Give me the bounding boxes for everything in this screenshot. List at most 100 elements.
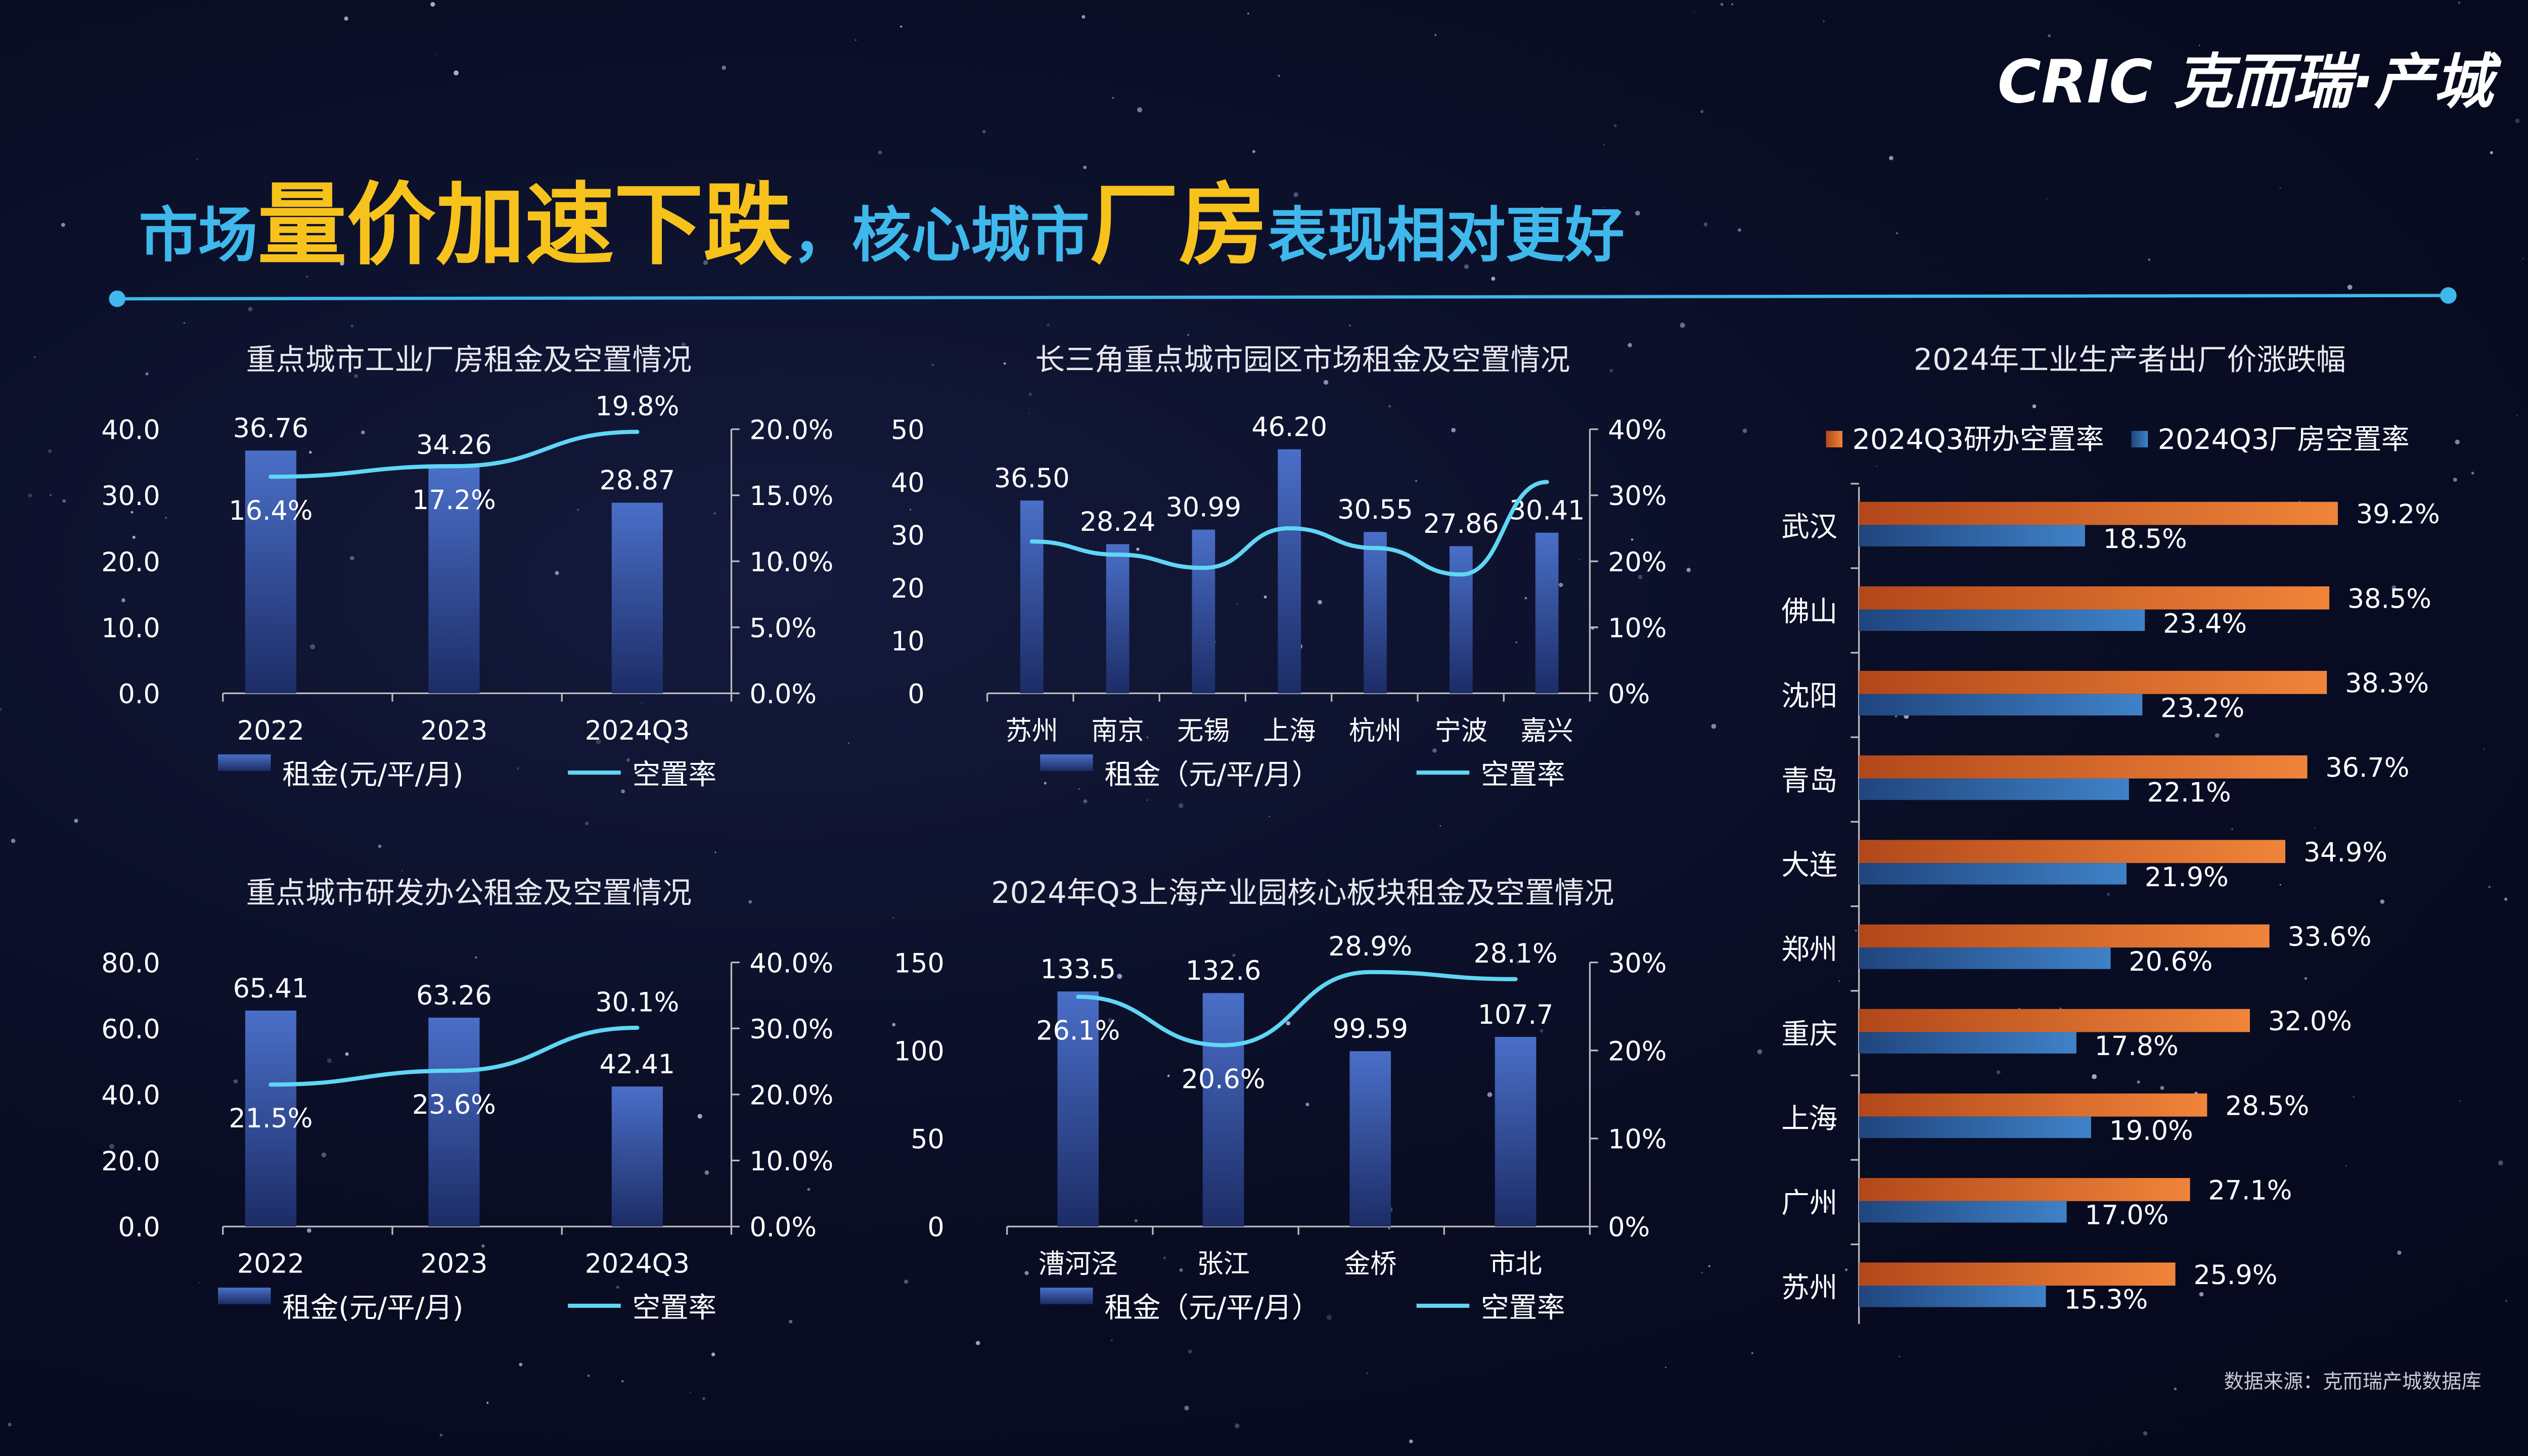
star	[475, 956, 477, 959]
star	[344, 16, 348, 21]
star	[748, 900, 752, 904]
star	[2498, 1160, 2503, 1166]
star	[1117, 974, 1122, 979]
bar-data-label: 99.59	[1332, 1014, 1408, 1044]
bar-data-label: 34.26	[416, 430, 492, 461]
star	[48, 449, 52, 453]
star	[1635, 210, 1640, 216]
bar-rd	[1859, 755, 2308, 779]
y-right-tick-label: 30%	[1608, 481, 1666, 512]
star	[1809, 1112, 1813, 1115]
star	[50, 494, 52, 496]
star	[713, 512, 716, 515]
category-label: 郑州	[1781, 933, 1837, 966]
y-right-tick-label: 20.0%	[749, 1080, 833, 1111]
star	[1614, 124, 1617, 127]
y-left-tick-label: 40	[891, 468, 924, 498]
star	[1855, 929, 1857, 932]
star	[1252, 150, 1255, 153]
star	[1278, 74, 1280, 77]
star	[383, 242, 386, 245]
star	[596, 739, 601, 745]
star	[690, 1392, 691, 1393]
star	[34, 356, 36, 358]
star	[183, 322, 186, 324]
headline-divider	[117, 294, 2449, 301]
y-right-tick-label: 40%	[1608, 416, 1666, 446]
star	[1451, 428, 1456, 433]
bar-factory	[1859, 1286, 2046, 1307]
star	[1464, 264, 1469, 269]
star	[1491, 277, 1496, 281]
star	[2471, 471, 2474, 475]
star	[2397, 1250, 2402, 1255]
x-tick-label: 苏州	[1006, 716, 1058, 746]
star	[1540, 1029, 1544, 1033]
category-label: 广州	[1781, 1187, 1837, 1220]
star	[1701, 1271, 1703, 1273]
star	[1028, 392, 1032, 396]
star	[1628, 343, 1632, 347]
line-data-label: 28.9%	[1328, 932, 1412, 962]
star	[62, 499, 66, 503]
star	[1876, 465, 1877, 467]
cric-logo: CRIC 克而瑞·产城	[1998, 47, 2502, 116]
bar-rd-label: 36.7%	[2325, 753, 2409, 784]
bar	[245, 450, 297, 694]
bar-factory	[1859, 1201, 2067, 1223]
bar-rd	[1859, 924, 2270, 948]
star	[2455, 439, 2460, 445]
vacancy-line	[268, 1025, 640, 1087]
bar-data-label: 42.41	[600, 1050, 675, 1080]
bar-rd	[1859, 586, 2330, 610]
star	[2353, 1096, 2355, 1098]
star	[1693, 11, 1695, 12]
star	[1083, 165, 1087, 169]
star	[11, 839, 16, 843]
star	[681, 342, 686, 347]
star	[1184, 1405, 1189, 1410]
vacancy-line	[1076, 970, 1518, 1048]
star	[1889, 156, 1893, 160]
x-tick-label: 南京	[1091, 716, 1144, 746]
bar-data-label: 132.6	[1186, 956, 1261, 986]
bar-factory-label: 19.0%	[2109, 1116, 2193, 1146]
star	[121, 598, 125, 603]
star	[1751, 1352, 1753, 1354]
star	[248, 307, 253, 311]
x-tick-label: 漕河泾	[1039, 1249, 1118, 1280]
star	[2160, 1085, 2164, 1090]
star	[1896, 232, 1898, 234]
star	[1187, 334, 1189, 336]
bar-factory	[1859, 609, 2145, 631]
star	[2459, 1100, 2461, 1102]
star	[2199, 44, 2200, 46]
star	[1603, 144, 1605, 146]
star	[778, 560, 783, 565]
bar-factory	[1859, 1116, 2091, 1139]
vacancy-line	[1029, 480, 1549, 577]
star	[481, 442, 483, 443]
category-label: 武汉	[1781, 511, 1837, 543]
star	[2522, 258, 2524, 260]
star	[2453, 477, 2457, 482]
star	[486, 1401, 489, 1404]
star	[0, 708, 2, 711]
star	[1631, 538, 1634, 541]
star	[454, 70, 459, 76]
star	[2150, 874, 2151, 876]
bar	[428, 1017, 480, 1227]
star	[145, 372, 149, 376]
star	[1232, 953, 1236, 957]
legend-swatch-factory	[2131, 431, 2148, 447]
legend-swatch-rent	[1040, 754, 1093, 771]
x-tick-label: 2023	[420, 716, 487, 746]
category-label: 上海	[1781, 1103, 1837, 1135]
y-left-tick-label: 30.0	[101, 481, 160, 512]
star	[904, 1280, 909, 1284]
bar	[245, 1010, 297, 1227]
star	[1603, 207, 1604, 208]
chart-title: 重点城市研发办公租金及空置情况	[246, 875, 692, 910]
star	[2380, 899, 2385, 904]
star	[28, 493, 32, 497]
